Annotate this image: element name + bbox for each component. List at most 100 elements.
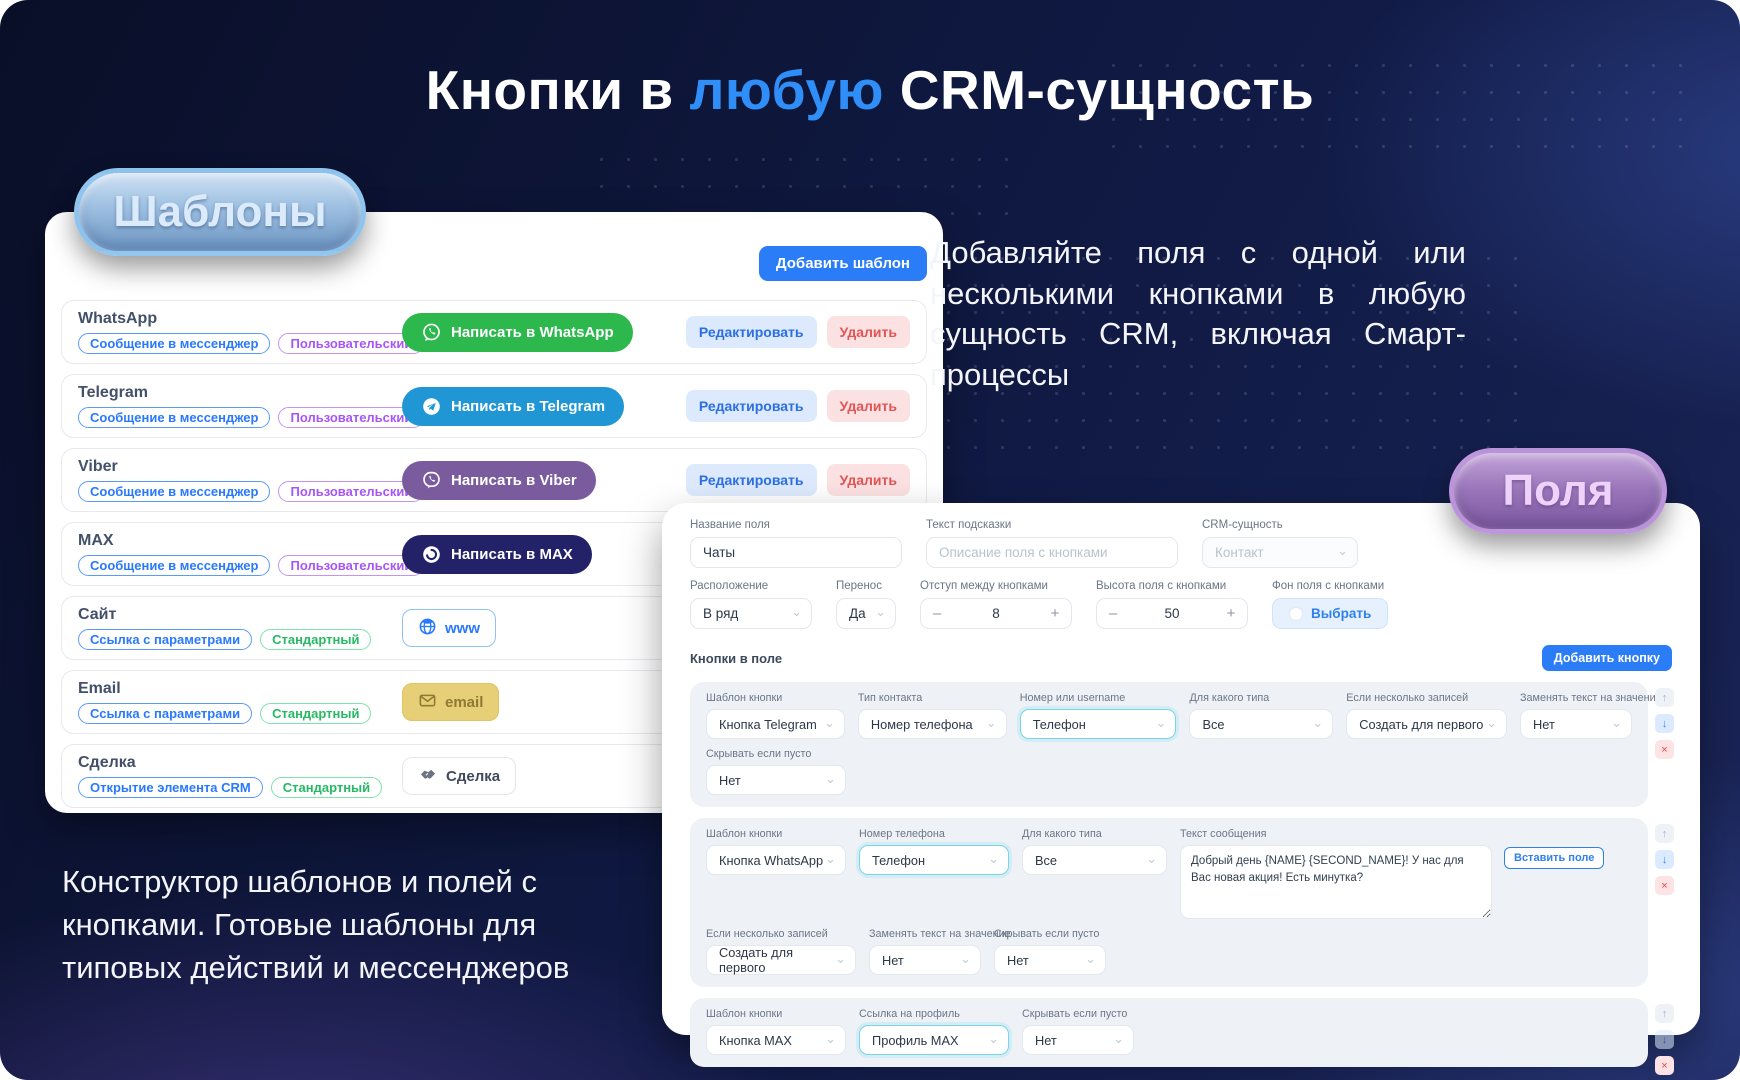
add-button-button[interactable]: Добавить кнопку [1541, 645, 1672, 671]
hide-if-empty-select[interactable]: Нет ⌄ [994, 945, 1106, 975]
edit-button[interactable]: Редактировать [685, 464, 817, 496]
template-row-telegram: Telegram Сообщение в мессенджер Пользова… [61, 374, 927, 438]
dots-pattern [935, 245, 1525, 460]
select-value: Нет [1007, 952, 1029, 968]
template-info: Сайт Ссылка с параметрами Стандартный [78, 606, 402, 650]
chevron-down-icon: ⌄ [1155, 714, 1167, 730]
message-text-area[interactable]: Добрый день {NAME} {SECOND_NAME}! У нас … [1180, 845, 1492, 919]
field-label: Скрывать если пусто [706, 748, 812, 760]
move-up-button[interactable]: ↑ [1655, 688, 1674, 707]
replace-text-select[interactable]: Нет ⌄ [869, 945, 981, 975]
hide-if-empty-select[interactable]: Нет ⌄ [1022, 1025, 1134, 1055]
field-label: Для какого типа [1022, 828, 1102, 840]
contact-type-select[interactable]: Номер телефона ⌄ [857, 709, 1007, 739]
field-height-label: Высота поля с кнопками [1096, 580, 1227, 592]
button-template-group: Шаблон кнопки Кнопка WhatsApp ⌄ [706, 828, 846, 919]
for-type-select[interactable]: Все ⌄ [1022, 845, 1167, 875]
select-value: Все [1035, 852, 1058, 868]
edit-button[interactable]: Редактировать [685, 316, 817, 348]
add-template-button[interactable]: Добавить шаблон [758, 246, 927, 281]
template-info: WhatsApp Сообщение в мессенджер Пользова… [78, 310, 425, 354]
remove-block-button[interactable]: × [1655, 1056, 1674, 1075]
plus-button[interactable]: + [1050, 605, 1060, 622]
chevron-down-icon: ⌄ [1337, 543, 1348, 558]
delete-button[interactable]: Удалить [826, 390, 910, 422]
select-value: Создать для первого [1359, 716, 1484, 732]
chevron-down-icon: ⌄ [960, 950, 971, 966]
template-row-viber: Viber Сообщение в мессенджер Пользовател… [61, 448, 927, 512]
field-label: Шаблон кнопки [706, 828, 783, 840]
button-template-group: Шаблон кнопки Кнопка MAX ⌄ [706, 1008, 846, 1055]
template-tag: Ссылка с параметрами [78, 629, 253, 650]
template-preview: Написать в MAX [402, 534, 592, 574]
write-telegram-button[interactable]: Написать в Telegram [402, 386, 625, 426]
wrap-select[interactable]: Да ⌄ [836, 598, 896, 629]
www-button[interactable]: www [402, 609, 497, 647]
multiple-records-select[interactable]: Создать для первого ⌄ [706, 945, 856, 975]
button-label: Написать в Telegram [451, 397, 606, 415]
move-down-button[interactable]: ↓ [1655, 714, 1674, 733]
for-type-group: Для какого типа Все ⌄ [1189, 692, 1334, 739]
chevron-down-icon: ⌄ [1611, 714, 1623, 730]
template-actions: Редактировать Удалить [685, 316, 910, 348]
handshake-icon [418, 764, 438, 788]
button-gap-group: Отступ между кнопками – 8 + [920, 580, 1072, 629]
chevron-down-icon: ⌄ [988, 850, 999, 866]
layout-label: Расположение [690, 580, 769, 592]
template-name: Сделка [78, 754, 136, 771]
edit-button[interactable]: Редактировать [685, 390, 817, 422]
template-preview: email [402, 683, 500, 721]
minus-button[interactable]: – [1108, 605, 1118, 622]
write-max-button[interactable]: Написать в MAX [402, 534, 592, 574]
template-info: Telegram Сообщение в мессенджер Пользова… [78, 384, 425, 428]
template-tag: Стандартный [260, 629, 372, 650]
multiple-records-group: Если несколько записей Создать для перво… [1346, 692, 1508, 739]
crm-entity-select[interactable]: Контакт ⌄ [1202, 537, 1358, 568]
button-label: Написать в Viber [451, 471, 577, 489]
button-gap-stepper[interactable]: – 8 + [920, 598, 1072, 629]
move-down-button[interactable]: ↓ [1655, 850, 1674, 869]
hide-if-empty-group: Скрывать если пусто Нет ⌄ [994, 928, 1106, 975]
move-up-button[interactable]: ↑ [1655, 824, 1674, 843]
field-name-input[interactable] [690, 537, 902, 568]
remove-block-button[interactable]: × [1655, 876, 1674, 895]
deal-button[interactable]: Сделка [402, 757, 517, 795]
delete-button[interactable]: Удалить [826, 316, 910, 348]
color-swatch [1289, 606, 1303, 621]
chevron-down-icon: ⌄ [1113, 1030, 1124, 1046]
layout-select[interactable]: В ряд ⌄ [690, 598, 812, 629]
field-settings-row-2: Расположение В ряд ⌄ Перенос Да ⌄ Отступ… [690, 580, 1672, 629]
delete-button[interactable]: Удалить [826, 464, 910, 496]
insert-field-button[interactable]: Вставить поле [1504, 847, 1605, 869]
chevron-down-icon: ⌄ [1146, 850, 1157, 866]
contact-type-group: Тип контакта Номер телефона ⌄ [857, 692, 1007, 739]
number-or-username-select[interactable]: Телефон ⌄ [1019, 709, 1177, 739]
template-tag: Ссылка с параметрами [78, 703, 253, 724]
plus-button[interactable]: + [1226, 605, 1236, 622]
field-height-stepper[interactable]: – 50 + [1096, 598, 1248, 629]
email-button[interactable]: email [402, 683, 500, 721]
phone-number-select[interactable]: Телефон ⌄ [859, 845, 1009, 875]
write-viber-button[interactable]: Написать в Viber [402, 460, 596, 500]
field-label: Заменять текст на значение [869, 928, 1011, 940]
for-type-select[interactable]: Все ⌄ [1189, 709, 1334, 739]
multiple-records-select[interactable]: Создать для первого ⌄ [1346, 709, 1508, 739]
button-template-select[interactable]: Кнопка WhatsApp ⌄ [706, 845, 846, 875]
remove-block-button[interactable]: × [1655, 740, 1674, 759]
template-tags: Ссылка с параметрами Стандартный [78, 629, 402, 650]
button-template-select[interactable]: Кнопка Telegram ⌄ [706, 709, 845, 739]
move-down-button[interactable]: ↓ [1655, 1030, 1674, 1049]
hide-if-empty-group: Скрывать если пусто Нет ⌄ [706, 748, 846, 795]
replace-text-select[interactable]: Нет ⌄ [1520, 709, 1633, 739]
field-label: Если несколько записей [1346, 692, 1469, 704]
write-whatsapp-button[interactable]: Написать в WhatsApp [402, 312, 633, 352]
profile-link-select[interactable]: Профиль MAX ⌄ [859, 1025, 1009, 1055]
button-template-select[interactable]: Кнопка MAX ⌄ [706, 1025, 846, 1055]
field-hint-input[interactable] [926, 537, 1178, 568]
globe-icon [418, 617, 437, 640]
minus-button[interactable]: – [932, 605, 942, 622]
move-up-button[interactable]: ↑ [1655, 1004, 1674, 1023]
choose-background-button[interactable]: Выбрать [1272, 598, 1389, 629]
hide-if-empty-select[interactable]: Нет ⌄ [706, 765, 846, 795]
